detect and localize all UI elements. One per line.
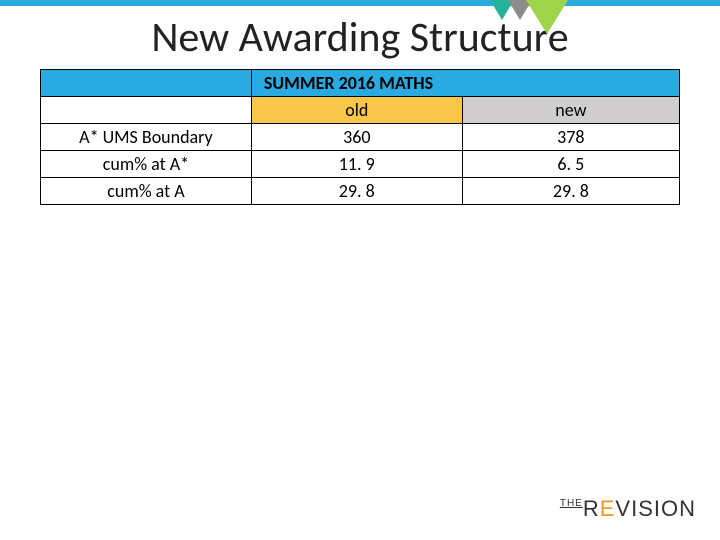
page-title: New Awarding Structure — [0, 12, 720, 63]
header-title: SUMMER 2016 MATHS — [251, 70, 679, 97]
subheader-blank — [41, 97, 252, 124]
table-row: A* UMS Boundary 360 378 — [41, 124, 680, 151]
cell-new: 29. 8 — [462, 178, 679, 205]
table-row: cum% at A 29. 8 29. 8 — [41, 178, 680, 205]
cell-new: 378 — [462, 124, 679, 151]
top-accent-bar — [0, 0, 720, 6]
chevron-3 — [526, 0, 568, 34]
table-header-row: SUMMER 2016 MATHS — [41, 70, 680, 97]
accent-chevrons — [490, 0, 580, 36]
col-label-new: new — [462, 97, 679, 124]
footer-logo: THEREVISION — [560, 496, 696, 522]
cell-old: 360 — [251, 124, 462, 151]
logo-brand: REVISION — [583, 496, 696, 521]
cell-old: 29. 8 — [251, 178, 462, 205]
row-label: cum% at A — [41, 178, 252, 205]
header-blank — [41, 70, 252, 97]
awarding-table: SUMMER 2016 MATHS old new A* UMS Boundar… — [40, 69, 680, 205]
row-label: A* UMS Boundary — [41, 124, 252, 151]
table-row: cum% at A* 11. 9 6. 5 — [41, 151, 680, 178]
table-subheader-row: old new — [41, 97, 680, 124]
cell-new: 6. 5 — [462, 151, 679, 178]
col-label-old: old — [251, 97, 462, 124]
logo-prefix: THE — [560, 498, 583, 509]
cell-old: 11. 9 — [251, 151, 462, 178]
data-table-wrap: SUMMER 2016 MATHS old new A* UMS Boundar… — [40, 69, 680, 205]
row-label: cum% at A* — [41, 151, 252, 178]
